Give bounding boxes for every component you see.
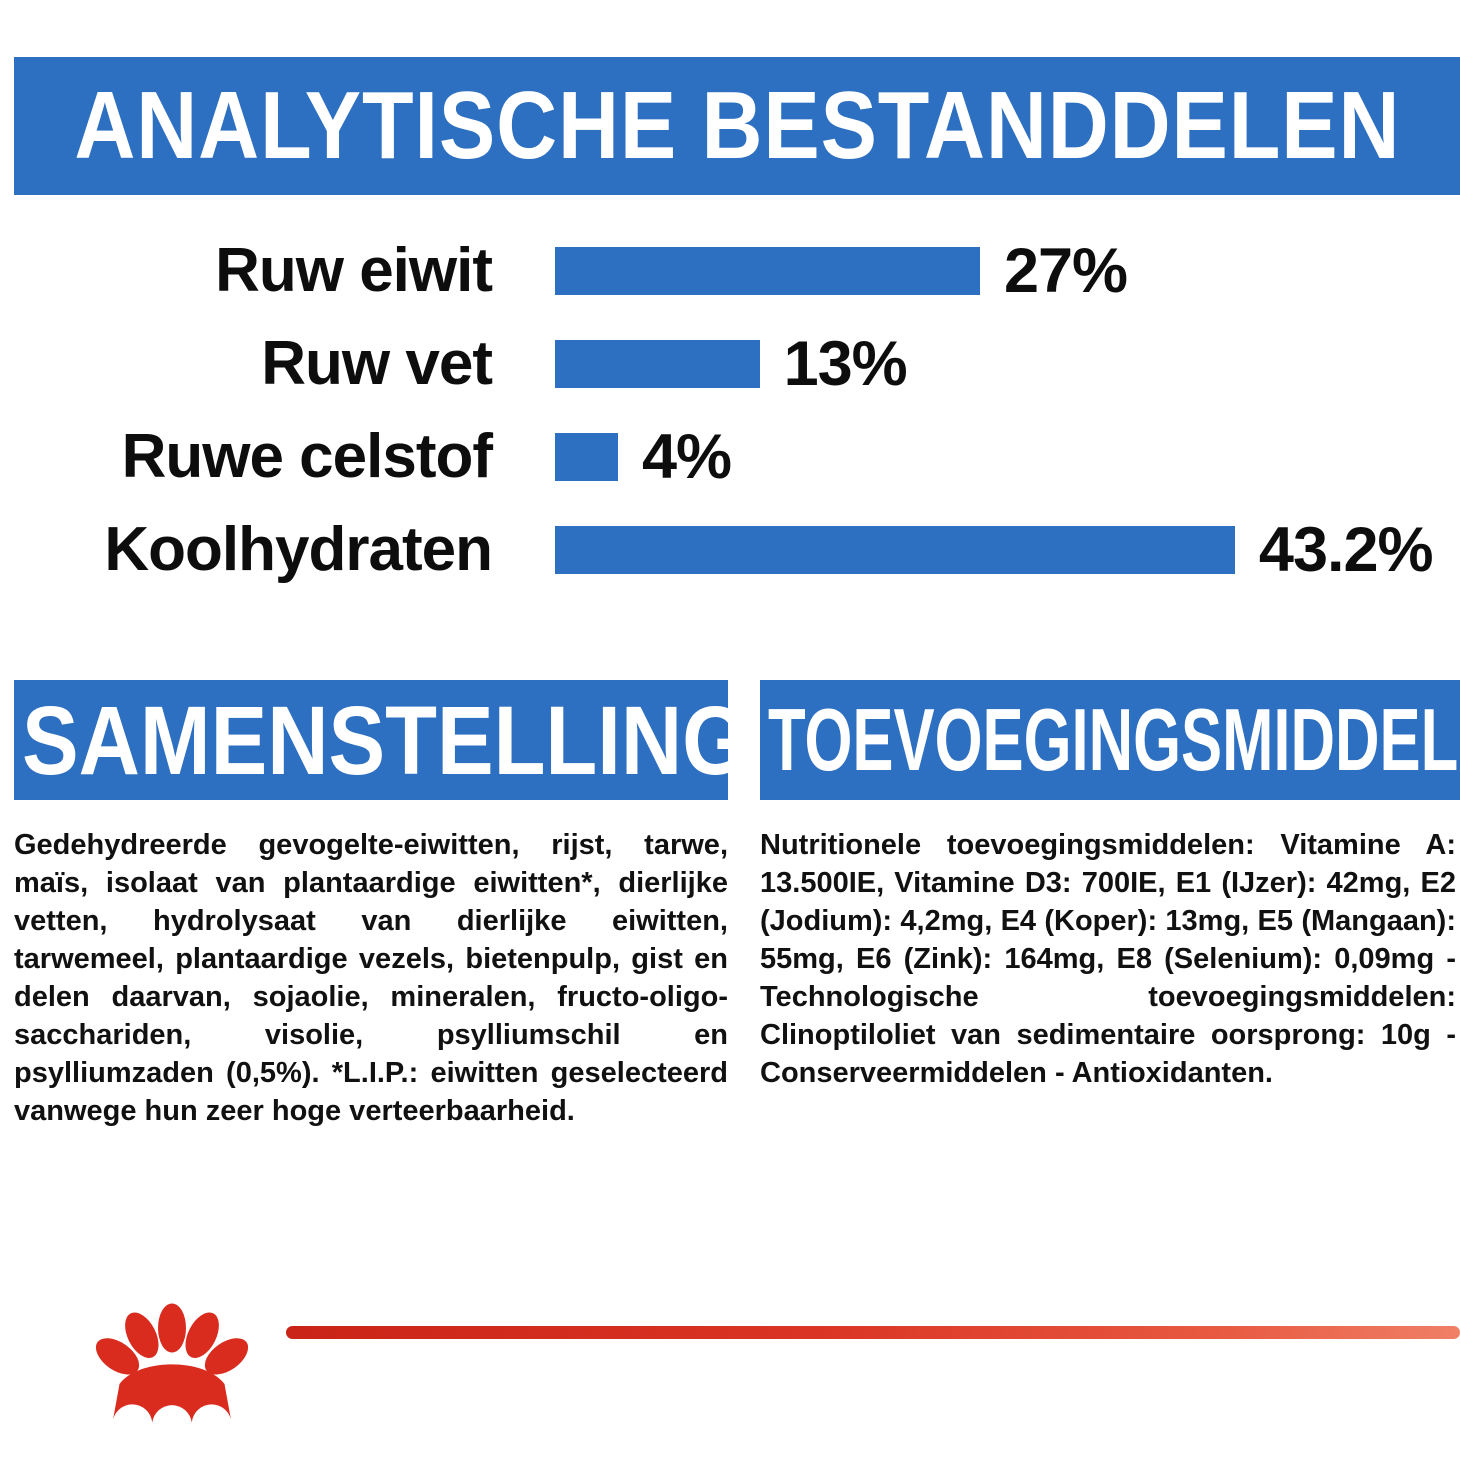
chart-track: 13% [555, 317, 1460, 410]
chart-track: 27% [555, 224, 1460, 317]
chart-category-label: Ruw eiwit [215, 235, 493, 305]
chart-bar [555, 339, 760, 388]
chart-value-label: 43.2% [1258, 514, 1434, 585]
analytical-bar-chart: Ruw eiwit 27% Ruw vet 13% Ruwe celstof 4… [0, 224, 1460, 596]
composition-section: SAMENSTELLING Gedehydreerde gevogelte-ei… [14, 680, 748, 1130]
chart-bar [555, 432, 618, 481]
chart-bar [555, 246, 980, 295]
composition-header-bar: SAMENSTELLING [14, 680, 748, 800]
analytical-header-bar: ANALYTISCHE BESTANDDELEN [14, 57, 1460, 195]
chart-value-label: 13% [783, 328, 908, 399]
analytical-title: ANALYTISCHE BESTANDDELEN [74, 72, 1400, 179]
additives-header-bar: TOEVOEGINGSMIDDELEN (/kg) [760, 680, 1460, 800]
chart-row: Ruwe celstof 4% [0, 410, 1460, 503]
chart-row: Koolhydraten 43.2% [0, 503, 1460, 596]
chart-category-label: Ruwe celstof [121, 421, 493, 491]
chart-row: Ruw vet 13% [0, 317, 1460, 410]
chart-category-label: Ruw vet [261, 328, 493, 398]
chart-value-label: 4% [641, 421, 732, 492]
chart-category-label: Koolhydraten [104, 514, 493, 584]
chart-track: 43.2% [555, 503, 1460, 596]
additives-title: TOEVOEGINGSMIDDELEN [768, 690, 1460, 789]
additives-section: TOEVOEGINGSMIDDELEN (/kg) Nutritionele t… [760, 680, 1460, 1092]
composition-body: Gedehydreerde gevogelte-eiwitten, rijst,… [14, 829, 728, 1127]
composition-title: SAMENSTELLING [22, 685, 749, 795]
red-divider-line [286, 1326, 1460, 1339]
royal-canin-crown-icon [95, 1303, 249, 1423]
chart-bar [555, 525, 1235, 574]
chart-track: 4% [555, 410, 1460, 503]
chart-value-label: 27% [1003, 235, 1128, 306]
additives-body: Nutritionele toevoegingsmiddelen: Vitami… [760, 829, 1456, 1089]
chart-row: Ruw eiwit 27% [0, 224, 1460, 317]
